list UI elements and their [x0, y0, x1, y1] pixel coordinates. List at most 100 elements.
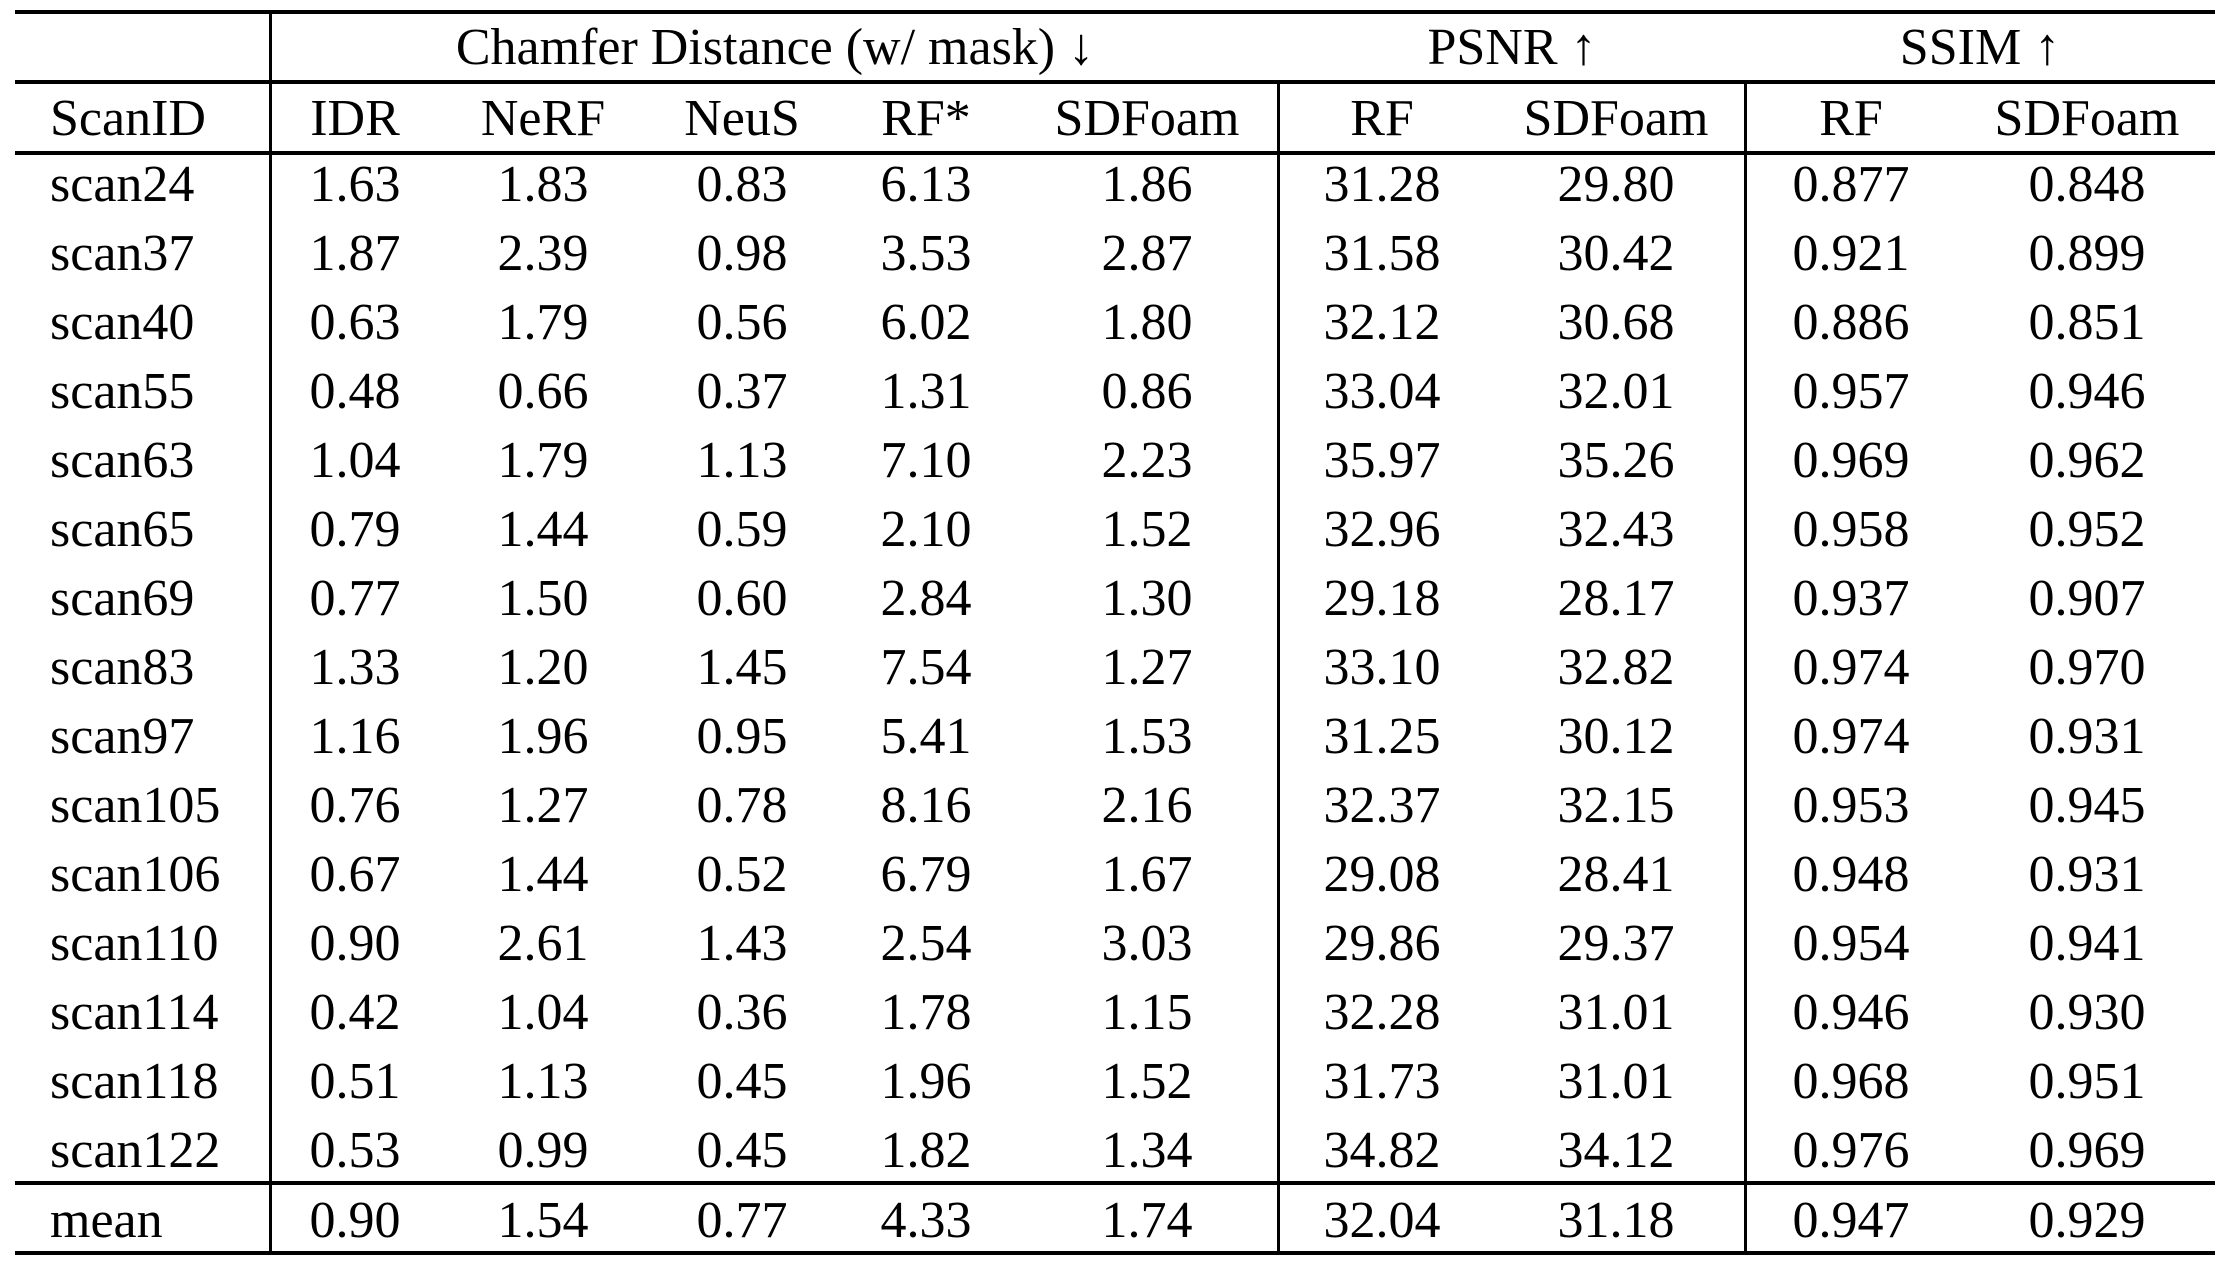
cell-idr: 0.42 — [309, 984, 401, 1041]
cell-sdfoam-psnr: 32.01 — [1557, 363, 1675, 420]
cell-rf-ssim: 0.969 — [1792, 432, 1910, 489]
table-row: scan69 0.77 1.50 0.60 2.84 1.30 29.18 28.17 0.93… — [0, 564, 2230, 634]
cell-neus: 0.45 — [696, 1122, 788, 1179]
cell-idr: 0.53 — [309, 1122, 401, 1179]
summary-row: mean 0.90 1.54 0.77 4.33 1.74 32.04 31.1… — [0, 1186, 2230, 1256]
cell-rf-psnr: 33.10 — [1323, 639, 1441, 696]
cell-nerf: 1.13 — [497, 1053, 589, 1110]
cell-nerf: 1.96 — [497, 708, 589, 765]
cell-sdfoam-chamfer: 1.52 — [1101, 1053, 1193, 1110]
cell-nerf: 1.20 — [497, 639, 589, 696]
cell-scanid: scan105 — [50, 777, 221, 834]
cell-sdfoam-psnr: 30.68 — [1557, 294, 1675, 351]
bottom-rule — [15, 1251, 2215, 1255]
cell-scanid: scan118 — [50, 1053, 219, 1110]
cell-nerf: 1.83 — [497, 156, 589, 213]
cell-rf-psnr: 29.18 — [1323, 570, 1441, 627]
summary-sdfoam-psnr: 31.18 — [1557, 1192, 1675, 1249]
cell-rf-star: 6.79 — [880, 846, 972, 903]
cell-sdfoam-ssim: 0.952 — [2028, 501, 2146, 558]
col-header-neus: NeuS — [684, 90, 800, 147]
cell-sdfoam-psnr: 30.12 — [1557, 708, 1675, 765]
col-header-sdfoam-chamfer: SDFoam — [1054, 90, 1240, 147]
cell-neus: 0.45 — [696, 1053, 788, 1110]
cell-rf-ssim: 0.886 — [1792, 294, 1910, 351]
table-row: scan37 1.87 2.39 0.98 3.53 2.87 31.58 30.42 0.92… — [0, 219, 2230, 289]
cell-neus: 0.59 — [696, 501, 788, 558]
group-header-ssim: SSIM ↑ — [1899, 19, 2061, 76]
cell-neus: 0.56 — [696, 294, 788, 351]
summary-idr: 0.90 — [309, 1192, 401, 1249]
cell-nerf: 1.44 — [497, 501, 589, 558]
table-row: scan63 1.04 1.79 1.13 7.10 2.23 35.97 35.26 0.96… — [0, 426, 2230, 496]
group-header-rule — [15, 80, 2215, 84]
cell-rf-psnr: 29.08 — [1323, 846, 1441, 903]
cell-sdfoam-chamfer: 2.16 — [1101, 777, 1193, 834]
col-header-nerf: NeRF — [480, 90, 606, 147]
cell-sdfoam-psnr: 35.26 — [1557, 432, 1675, 489]
cell-sdfoam-chamfer: 1.27 — [1101, 639, 1193, 696]
cell-neus: 0.78 — [696, 777, 788, 834]
cell-sdfoam-chamfer: 1.80 — [1101, 294, 1193, 351]
cell-rf-psnr: 32.28 — [1323, 984, 1441, 1041]
summary-sdfoam-ssim: 0.929 — [2028, 1192, 2146, 1249]
cell-sdfoam-chamfer: 3.03 — [1101, 915, 1193, 972]
cell-nerf: 1.50 — [497, 570, 589, 627]
cell-scanid: scan122 — [50, 1122, 221, 1179]
cell-scanid: scan65 — [50, 501, 195, 558]
cell-rf-star: 1.78 — [880, 984, 972, 1041]
cell-scanid: scan114 — [50, 984, 219, 1041]
summary-neus: 0.77 — [696, 1192, 788, 1249]
cell-rf-star: 2.10 — [880, 501, 972, 558]
table-row: scan24 1.63 1.83 0.83 6.13 1.86 31.28 29.80 0.87… — [0, 150, 2230, 220]
col-header-sdfoam-ssim: SDFoam — [1994, 90, 2180, 147]
col-header-rf-star: RF* — [881, 90, 971, 147]
cell-nerf: 0.99 — [497, 1122, 589, 1179]
summary-sdfoam-chamfer: 1.74 — [1101, 1192, 1193, 1249]
cell-idr: 0.63 — [309, 294, 401, 351]
cell-rf-star: 2.84 — [880, 570, 972, 627]
divider-scanid — [269, 10, 272, 1255]
cell-rf-psnr: 31.73 — [1323, 1053, 1441, 1110]
cell-nerf: 2.61 — [497, 915, 589, 972]
cell-rf-ssim: 0.948 — [1792, 846, 1910, 903]
cell-scanid: scan83 — [50, 639, 195, 696]
cell-neus: 0.83 — [696, 156, 788, 213]
cell-sdfoam-ssim: 0.941 — [2028, 915, 2146, 972]
col-header-rf-ssim: RF — [1819, 90, 1883, 147]
cell-idr: 1.63 — [309, 156, 401, 213]
cell-sdfoam-ssim: 0.945 — [2028, 777, 2146, 834]
cell-neus: 0.60 — [696, 570, 788, 627]
cell-sdfoam-ssim: 0.907 — [2028, 570, 2146, 627]
cell-nerf: 1.79 — [497, 432, 589, 489]
cell-idr: 0.76 — [309, 777, 401, 834]
col-header-scanid: ScanID — [50, 90, 206, 147]
cell-rf-psnr: 31.58 — [1323, 225, 1441, 282]
cell-rf-star: 7.10 — [880, 432, 972, 489]
table-row: scan55 0.48 0.66 0.37 1.31 0.86 33.04 32.01 0.95… — [0, 357, 2230, 427]
cell-sdfoam-chamfer: 1.15 — [1101, 984, 1193, 1041]
cell-sdfoam-ssim: 0.969 — [2028, 1122, 2146, 1179]
table-row: scan118 0.51 1.13 0.45 1.96 1.52 31.73 31.01 0.9… — [0, 1047, 2230, 1117]
cell-rf-ssim: 0.946 — [1792, 984, 1910, 1041]
table-row: scan40 0.63 1.79 0.56 6.02 1.80 32.12 30.68 0.88… — [0, 288, 2230, 358]
cell-idr: 0.77 — [309, 570, 401, 627]
group-header-psnr: PSNR ↑ — [1427, 19, 1597, 76]
cell-rf-ssim: 0.974 — [1792, 708, 1910, 765]
cell-sdfoam-ssim: 0.899 — [2028, 225, 2146, 282]
cell-nerf: 0.66 — [497, 363, 589, 420]
cell-idr: 0.79 — [309, 501, 401, 558]
divider-psnr-ssim — [1744, 80, 1747, 1255]
top-rule — [15, 10, 2215, 14]
cell-idr: 0.48 — [309, 363, 401, 420]
col-header-sdfoam-psnr: SDFoam — [1523, 90, 1709, 147]
table-row: scan122 0.53 0.99 0.45 1.82 1.34 34.82 34.12 0.9… — [0, 1116, 2230, 1186]
table-row: scan106 0.67 1.44 0.52 6.79 1.67 29.08 28.41 0.9… — [0, 840, 2230, 910]
summary-rule — [15, 1181, 2215, 1185]
summary-nerf: 1.54 — [497, 1192, 589, 1249]
column-header-rule — [15, 151, 2215, 155]
cell-rf-psnr: 32.12 — [1323, 294, 1441, 351]
cell-rf-ssim: 0.968 — [1792, 1053, 1910, 1110]
cell-idr: 0.90 — [309, 915, 401, 972]
cell-scanid: scan40 — [50, 294, 195, 351]
